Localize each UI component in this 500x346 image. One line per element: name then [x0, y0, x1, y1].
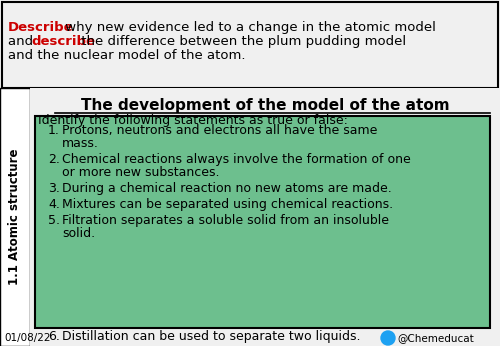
Text: The development of the model of the atom: The development of the model of the atom [80, 98, 450, 113]
Text: Distillation can be used to separate two liquids.: Distillation can be used to separate two… [62, 330, 360, 343]
Text: 01/08/22: 01/08/22 [4, 333, 50, 343]
Text: Filtration separates a soluble solid from an insoluble: Filtration separates a soluble solid fro… [62, 214, 389, 227]
Bar [2, 2, 498, 88]
Text: describe: describe [31, 35, 95, 48]
Text: or more new substances.: or more new substances. [62, 166, 220, 179]
Text: why new evidence led to a change in the atomic model: why new evidence led to a change in the … [61, 21, 436, 34]
Text: 2.: 2. [48, 153, 60, 166]
Text: During a chemical reaction no new atoms are made.: During a chemical reaction no new atoms … [62, 182, 392, 195]
Text: Chemical reactions always involve the formation of one: Chemical reactions always involve the fo… [62, 153, 411, 166]
Text: Describe: Describe [8, 21, 74, 34]
Text: and: and [8, 35, 38, 48]
Bar [35, 116, 490, 328]
Text: mass.: mass. [62, 137, 99, 150]
Text: Protons, neutrons and electrons all have the same: Protons, neutrons and electrons all have… [62, 124, 378, 137]
Text: 1.1 Atomic structure: 1.1 Atomic structure [8, 149, 22, 285]
Text: the difference between the plum pudding model: the difference between the plum pudding … [77, 35, 406, 48]
Bar [0, 88, 30, 346]
Text: 3.: 3. [48, 182, 60, 195]
Text: @Chemeducat: @Chemeducat [397, 333, 474, 343]
Text: and the nuclear model of the atom.: and the nuclear model of the atom. [8, 49, 246, 62]
Text: 6.: 6. [48, 330, 60, 343]
Text: Identify the following statements as true or false:: Identify the following statements as tru… [38, 114, 348, 127]
Text: 4.: 4. [48, 198, 60, 211]
Text: solid.: solid. [62, 227, 95, 240]
Text: 5.: 5. [48, 214, 60, 227]
Circle shape [381, 331, 395, 345]
Text: Mixtures can be separated using chemical reactions.: Mixtures can be separated using chemical… [62, 198, 393, 211]
Bar [30, 88, 500, 346]
Text: 1.: 1. [48, 124, 60, 137]
